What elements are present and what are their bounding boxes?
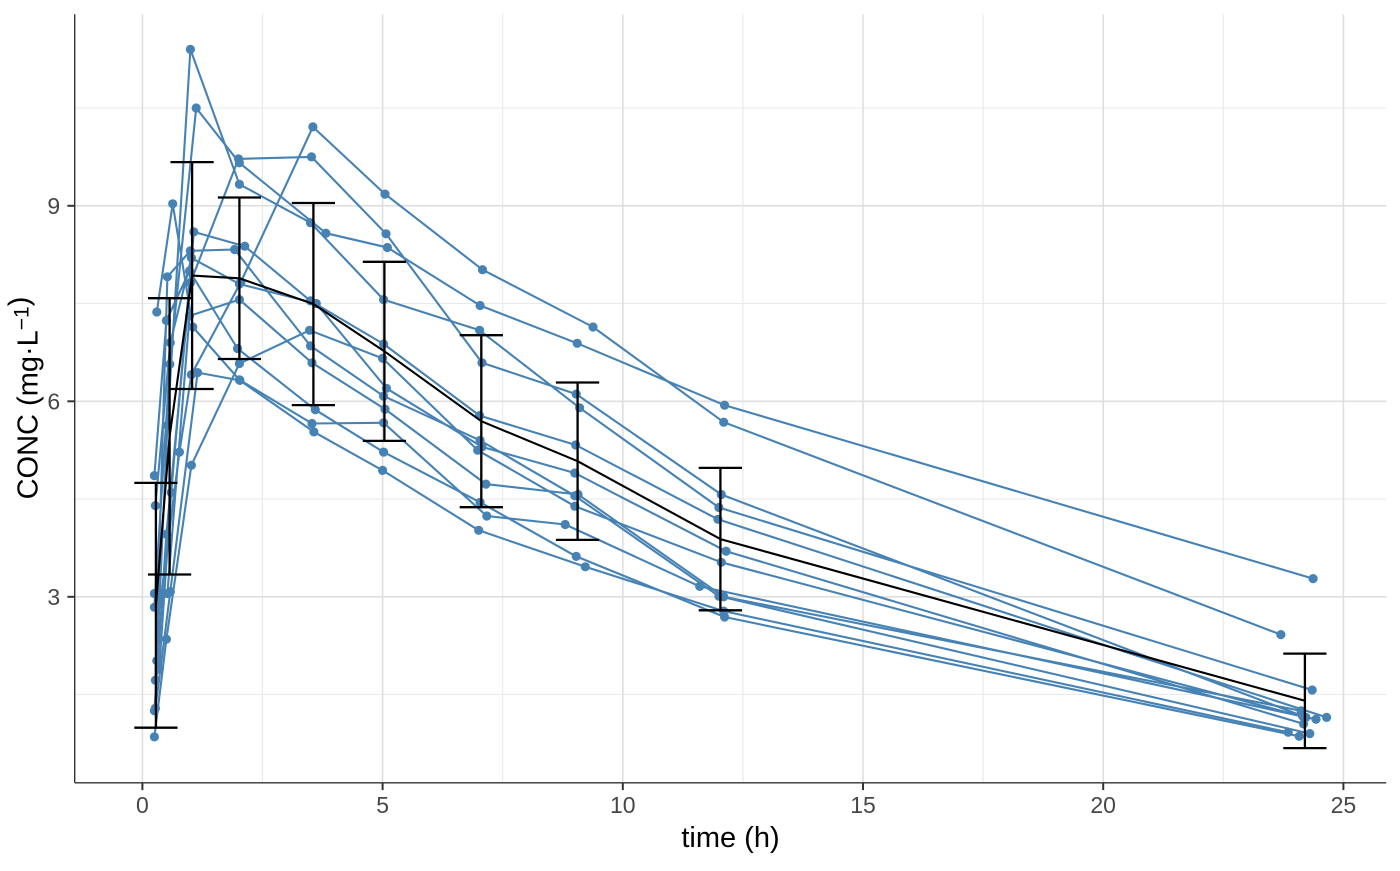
svg-text:0: 0 bbox=[136, 792, 149, 818]
svg-text:9: 9 bbox=[47, 193, 60, 219]
svg-text:15: 15 bbox=[850, 792, 876, 818]
svg-text:3: 3 bbox=[47, 584, 60, 610]
svg-text:20: 20 bbox=[1090, 792, 1116, 818]
svg-text:time (h): time (h) bbox=[681, 822, 779, 854]
svg-text:10: 10 bbox=[610, 792, 636, 818]
svg-text:25: 25 bbox=[1331, 792, 1357, 818]
svg-text:5: 5 bbox=[376, 792, 389, 818]
svg-text:6: 6 bbox=[47, 388, 60, 414]
